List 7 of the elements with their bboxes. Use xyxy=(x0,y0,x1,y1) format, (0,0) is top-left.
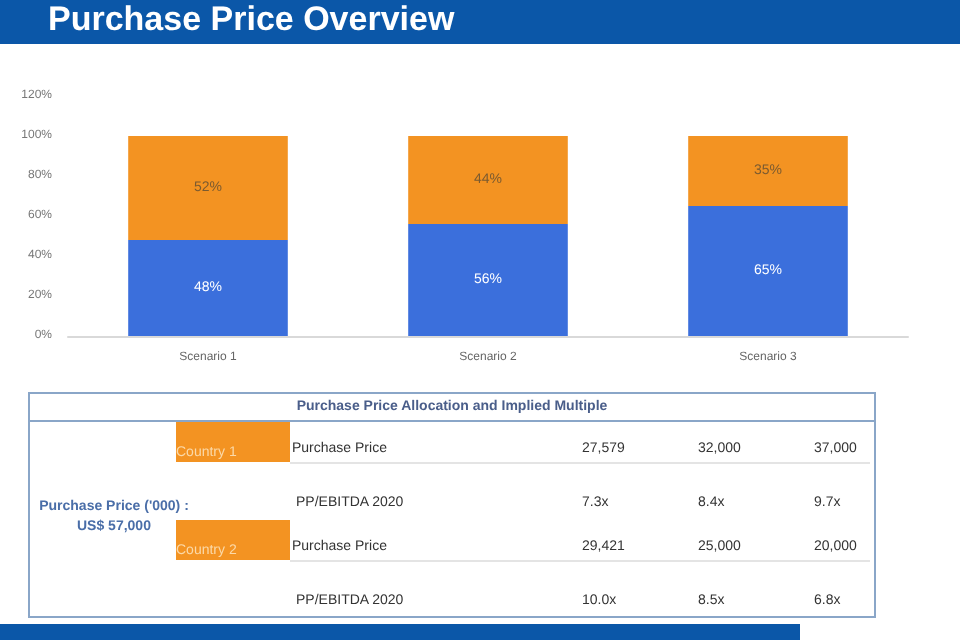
bar xyxy=(408,136,568,224)
bar xyxy=(688,206,848,336)
bar xyxy=(688,136,848,206)
bar xyxy=(408,224,568,336)
bar xyxy=(128,240,288,336)
bar xyxy=(128,136,288,240)
chart-title: Purchase Price Overview xyxy=(48,0,455,40)
